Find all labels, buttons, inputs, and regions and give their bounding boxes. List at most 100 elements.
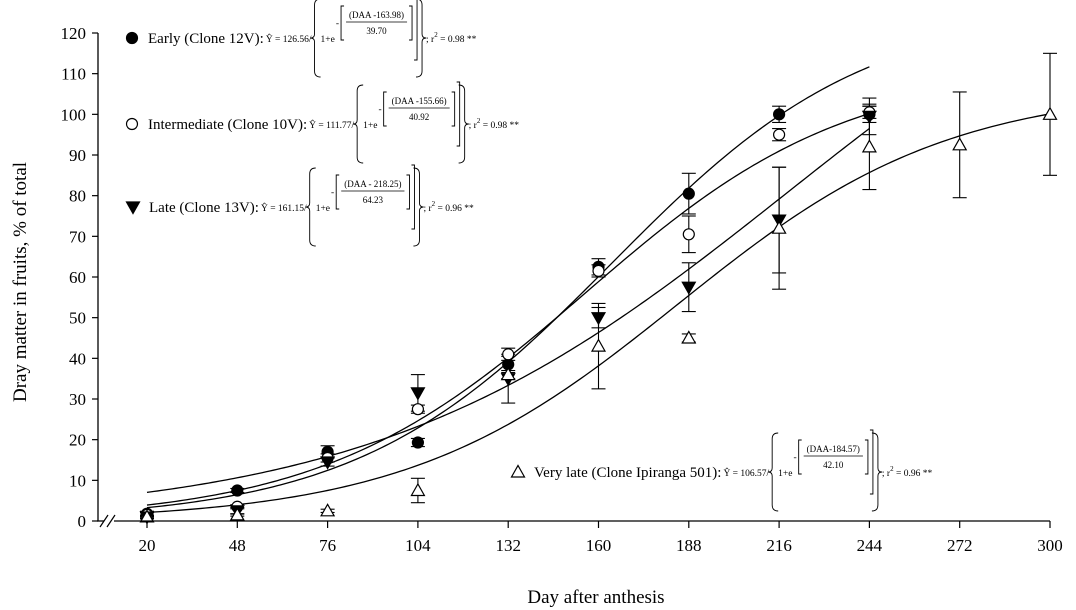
y-tick-label: 100 xyxy=(61,105,87,124)
brace xyxy=(310,0,321,78)
bracket xyxy=(414,0,418,61)
equation-base: 1+e xyxy=(778,469,792,479)
x-tick-label: 160 xyxy=(586,536,612,555)
brace xyxy=(413,167,424,247)
data-point xyxy=(411,436,424,449)
data-point xyxy=(231,484,244,497)
legend-marker xyxy=(510,464,526,478)
legend-marker xyxy=(125,117,139,131)
legend-marker xyxy=(125,201,141,215)
y-axis-title: Dray matter in fruits, % of total xyxy=(10,162,31,402)
bracket xyxy=(340,5,345,41)
equation-numerator: (DAA -155.66) xyxy=(392,96,447,106)
x-axis-title: Day after anthesis xyxy=(527,587,664,608)
y-tick-label: 110 xyxy=(61,65,86,84)
equation-r2: ; r2 = 0.98 ** xyxy=(426,31,477,45)
data-point xyxy=(410,387,426,401)
data-point xyxy=(861,110,877,125)
axes: 0 10 20 30 40 50 60 70 80 90 100 110 120 20 48 76 104 132… xyxy=(61,24,1063,555)
data-point xyxy=(771,220,787,234)
y-tick-label: 60 xyxy=(69,268,86,287)
x-tick-label: 272 xyxy=(947,536,973,555)
legend-label: Intermediate (Clone 10V): xyxy=(148,117,307,133)
axis-break-mark xyxy=(106,514,116,528)
equation-minus: - xyxy=(331,188,334,198)
x-tick-label: 48 xyxy=(229,536,246,555)
y-tick-label: 90 xyxy=(69,146,86,165)
brace xyxy=(305,167,316,247)
equation-lhs: Ŷ = 106.57/ xyxy=(723,467,769,479)
data-point xyxy=(682,187,695,200)
equation-minus: - xyxy=(794,453,797,463)
data-point xyxy=(410,482,426,497)
fitted-curves xyxy=(146,66,1051,514)
equation-minus: - xyxy=(336,19,339,29)
y-tick-label: 70 xyxy=(69,227,86,246)
bracket xyxy=(335,174,340,210)
data-point xyxy=(1042,106,1058,120)
data-point xyxy=(681,281,697,295)
brace xyxy=(871,432,883,512)
x-tick-label: 20 xyxy=(139,536,156,555)
x-tick-label: 216 xyxy=(766,536,792,555)
equation-lhs: Ŷ = 126.56/ xyxy=(266,33,312,45)
y-tick-label: 80 xyxy=(69,187,86,206)
equation-lhs: Ŷ = 111.77/ xyxy=(309,119,354,131)
legend-entry: Early (Clone 12V): Ŷ = 126.56/1+e-(DAA -… xyxy=(125,0,477,78)
equation-denominator: 42.10 xyxy=(823,460,844,470)
data-point xyxy=(682,228,695,241)
equation-numerator: (DAA -163.98) xyxy=(349,10,404,20)
equation-denominator: 39.70 xyxy=(366,26,387,36)
bracket xyxy=(864,439,869,475)
legend-marker xyxy=(125,31,139,45)
bracket xyxy=(869,429,874,495)
x-tick-label: 132 xyxy=(495,536,521,555)
equation-denominator: 64.23 xyxy=(363,195,384,205)
equation-r2: ; r2 = 0.96 ** xyxy=(423,200,474,214)
data-point xyxy=(411,403,424,416)
equation-numerator: (DAA-184.57) xyxy=(807,444,860,454)
equation-denominator: 40.92 xyxy=(409,112,429,122)
brace xyxy=(352,84,364,164)
data-point xyxy=(592,264,605,277)
data-point xyxy=(772,128,786,141)
legend-entry: Very late (Clone Ipiranga 501): Ŷ = 106.… xyxy=(510,429,933,512)
y-tick-label: 20 xyxy=(69,431,86,450)
data-point xyxy=(500,366,516,381)
x-tick-label: 104 xyxy=(405,536,431,555)
data-point xyxy=(502,348,515,361)
y-tick-label: 120 xyxy=(61,24,87,43)
y-tick-label: 0 xyxy=(78,512,87,531)
equation-r2: ; r2 = 0.96 ** xyxy=(882,465,933,479)
brace xyxy=(458,84,469,164)
y-tick-label: 40 xyxy=(69,349,86,368)
bracket xyxy=(409,5,413,41)
legend-entry: Late (Clone 13V): Ŷ = 161.15/1+e-(DAA - … xyxy=(125,164,474,247)
data-point xyxy=(229,507,245,521)
equation-lhs: Ŷ = 161.15/ xyxy=(261,202,307,214)
fit-curve xyxy=(146,127,870,494)
fit-curve xyxy=(146,112,870,506)
y-tick-label: 50 xyxy=(69,309,86,328)
x-tick-label: 244 xyxy=(857,536,883,555)
data-point xyxy=(772,108,786,121)
data-point xyxy=(320,503,336,517)
bracket xyxy=(456,81,461,147)
legend-entry: Intermediate (Clone 10V): Ŷ = 111.77/1+e… xyxy=(125,81,520,164)
equation-minus: - xyxy=(378,105,381,115)
bracket xyxy=(406,174,410,210)
data-markers xyxy=(139,106,1058,525)
equation-r2: ; r2 = 0.98 ** xyxy=(469,117,520,131)
bracket xyxy=(451,91,456,127)
data-point xyxy=(590,338,607,352)
x-tick-label: 76 xyxy=(319,536,336,555)
x-tick-label: 300 xyxy=(1037,536,1063,555)
axis-break-mark xyxy=(99,514,109,528)
bracket xyxy=(383,91,387,127)
legend: Early (Clone 12V): Ŷ = 126.56/1+e-(DAA -… xyxy=(125,0,933,512)
y-tick-label: 10 xyxy=(69,471,86,490)
data-point xyxy=(952,137,968,151)
legend-label: Early (Clone 12V): xyxy=(148,31,264,47)
brace xyxy=(416,0,427,78)
